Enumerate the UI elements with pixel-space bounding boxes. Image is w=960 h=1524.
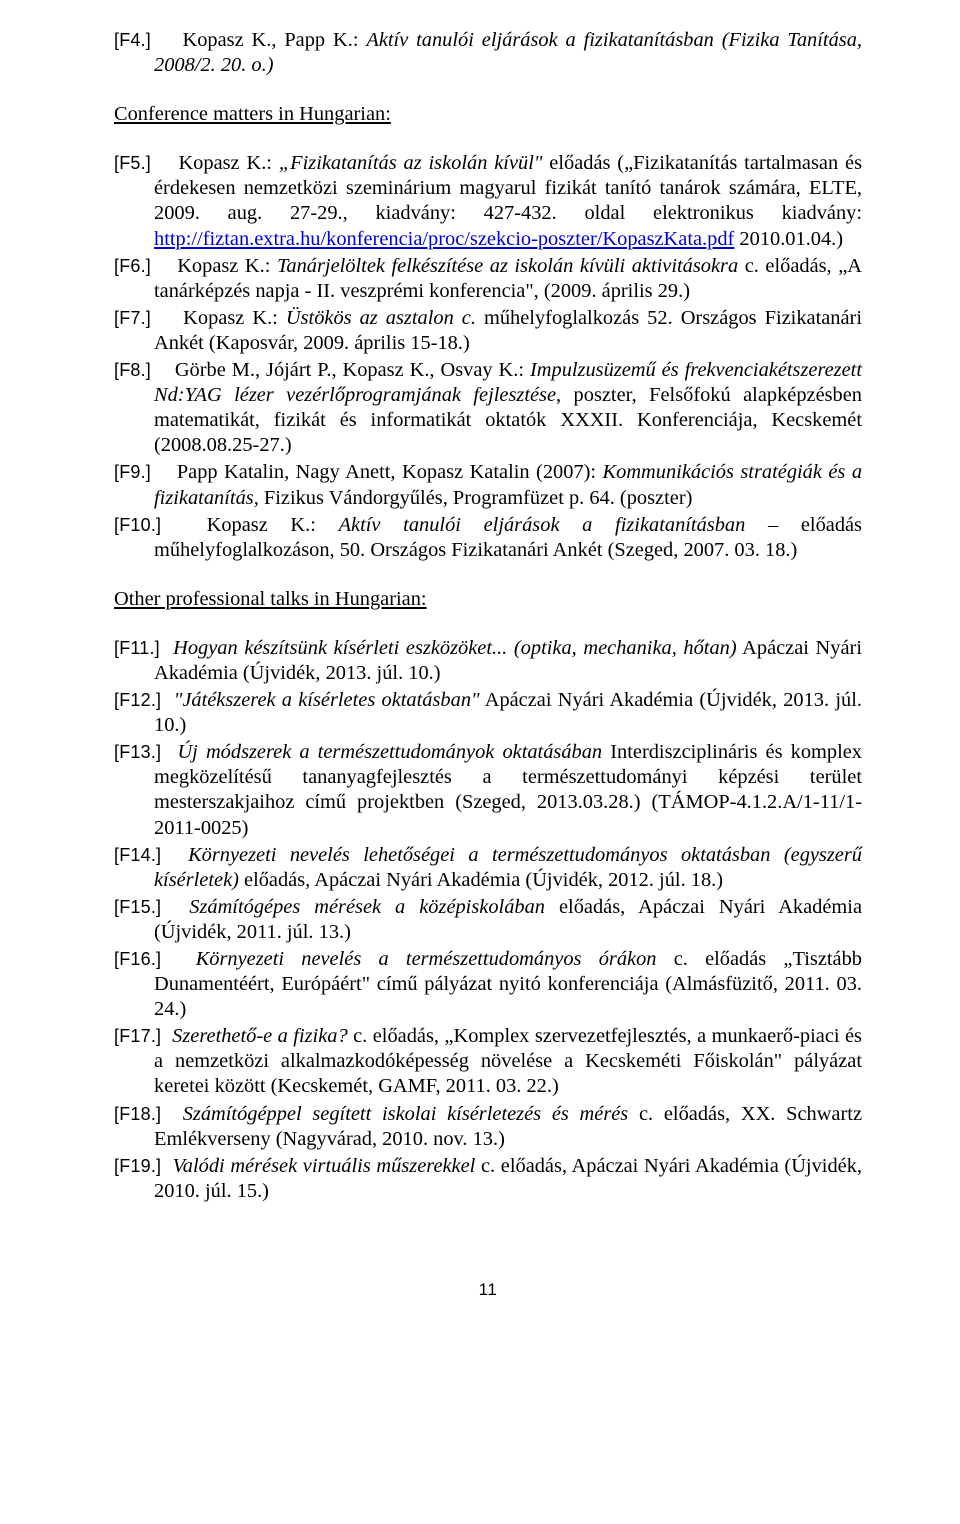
ref-lead: Kopasz K.: (183, 307, 286, 329)
ref-title: Hogyan készítsünk kísérleti eszközöket..… (173, 637, 737, 659)
ref-label: [F9.] (114, 462, 151, 482)
ref-label: [F14.] (114, 845, 161, 865)
ref-title: Tanárjelöltek felkészítése az iskolán kí… (277, 255, 738, 277)
reference-entry: [F5.] Kopasz K.: „Fizikatanítás az iskol… (114, 151, 862, 251)
ref-text: 2010.01.04.) (734, 228, 843, 250)
ref-label: [F17.] (114, 1026, 161, 1046)
reference-entry: [F12.] "Játékszerek a kísérletes oktatás… (114, 688, 862, 738)
ref-title: Új módszerek a természettudományok oktat… (177, 741, 602, 763)
ref-label: [F13.] (114, 742, 161, 762)
ref-lead: Görbe M., Jójárt P., Kopasz K., Osvay K.… (175, 359, 530, 381)
ref-tail: előadás, Apáczai Nyári Akadémia (Újvidék… (239, 869, 723, 891)
ref-title: Aktív tanulói eljárások a fizikatanításb… (339, 514, 746, 536)
ref-lead: Kopasz K.: (178, 152, 278, 174)
ref-title: "Játékszerek a kísérletes oktatásban" (174, 689, 480, 711)
ref-title: Szerethető-e a fizika? (172, 1025, 348, 1047)
ref-label: [F6.] (114, 256, 151, 276)
reference-entry: [F13.] Új módszerek a természettudományo… (114, 740, 862, 840)
ref-title: Számítógépes mérések a középiskolában (189, 896, 545, 918)
reference-entry: [F19.] Valódi mérések virtuális műszerek… (114, 1154, 862, 1204)
ref-label: [F8.] (114, 360, 151, 380)
ref-label: [F16.] (114, 949, 161, 969)
ref-label: [F15.] (114, 897, 161, 917)
reference-entry: [F16.] Környezeti nevelés a természettud… (114, 947, 862, 1022)
ref-label: [F11.] (114, 638, 160, 658)
ref-lead: Papp Katalin, Nagy Anett, Kopasz Katalin… (177, 461, 603, 483)
ref-label: [F12.] (114, 690, 161, 710)
ref-label: [F10.] (114, 515, 161, 535)
ref-lead: Kopasz K.: (207, 514, 339, 536)
reference-entry: [F10.] Kopasz K.: Aktív tanulói eljáráso… (114, 513, 862, 563)
reference-entry: [F9.] Papp Katalin, Nagy Anett, Kopasz K… (114, 460, 862, 510)
ref-link[interactable]: http://fiztan.extra.hu/konferencia/proc/… (154, 228, 734, 250)
ref-lead: Kopasz K., Papp K.: (183, 29, 367, 51)
reference-entry: [F11.] Hogyan készítsünk kísérleti eszkö… (114, 636, 862, 686)
ref-label: [F7.] (114, 308, 151, 328)
reference-entry: [F17.] Szerethető-e a fizika? c. előadás… (114, 1024, 862, 1099)
ref-label: [F18.] (114, 1104, 161, 1124)
reference-entry: [F6.] Kopasz K.: Tanárjelöltek felkészít… (114, 254, 862, 304)
ref-label: [F5.] (114, 153, 151, 173)
reference-entry: [F18.] Számítógéppel segített iskolai kí… (114, 1102, 862, 1152)
ref-title: Üstökös az asztalon c. (286, 307, 476, 329)
reference-entry: [F4.] Kopasz K., Papp K.: Aktív tanulói … (114, 28, 862, 78)
ref-label: [F4.] (114, 30, 151, 50)
ref-title: „Fizikatanítás az iskolán kívül" (279, 152, 543, 174)
ref-title: Környezeti nevelés a természettudományos… (196, 948, 657, 970)
ref-label: [F19.] (114, 1156, 161, 1176)
section-heading: Conference matters in Hungarian: (114, 102, 862, 127)
ref-tail: Fizikus Vándorgyűlés, Programfüzet p. 64… (259, 487, 693, 509)
section-heading: Other professional talks in Hungarian: (114, 587, 862, 612)
ref-title: Számítógéppel segített iskolai kísérlete… (183, 1103, 629, 1125)
ref-lead: Kopasz K.: (177, 255, 277, 277)
reference-entry: [F14.] Környezeti nevelés lehetőségei a … (114, 843, 862, 893)
page-number: 11 (114, 1280, 862, 1301)
reference-entry: [F15.] Számítógépes mérések a középiskol… (114, 895, 862, 945)
ref-title: Valódi mérések virtuális műszerekkel (173, 1155, 476, 1177)
reference-entry: [F8.] Görbe M., Jójárt P., Kopasz K., Os… (114, 358, 862, 458)
reference-entry: [F7.] Kopasz K.: Üstökös az asztalon c. … (114, 306, 862, 356)
